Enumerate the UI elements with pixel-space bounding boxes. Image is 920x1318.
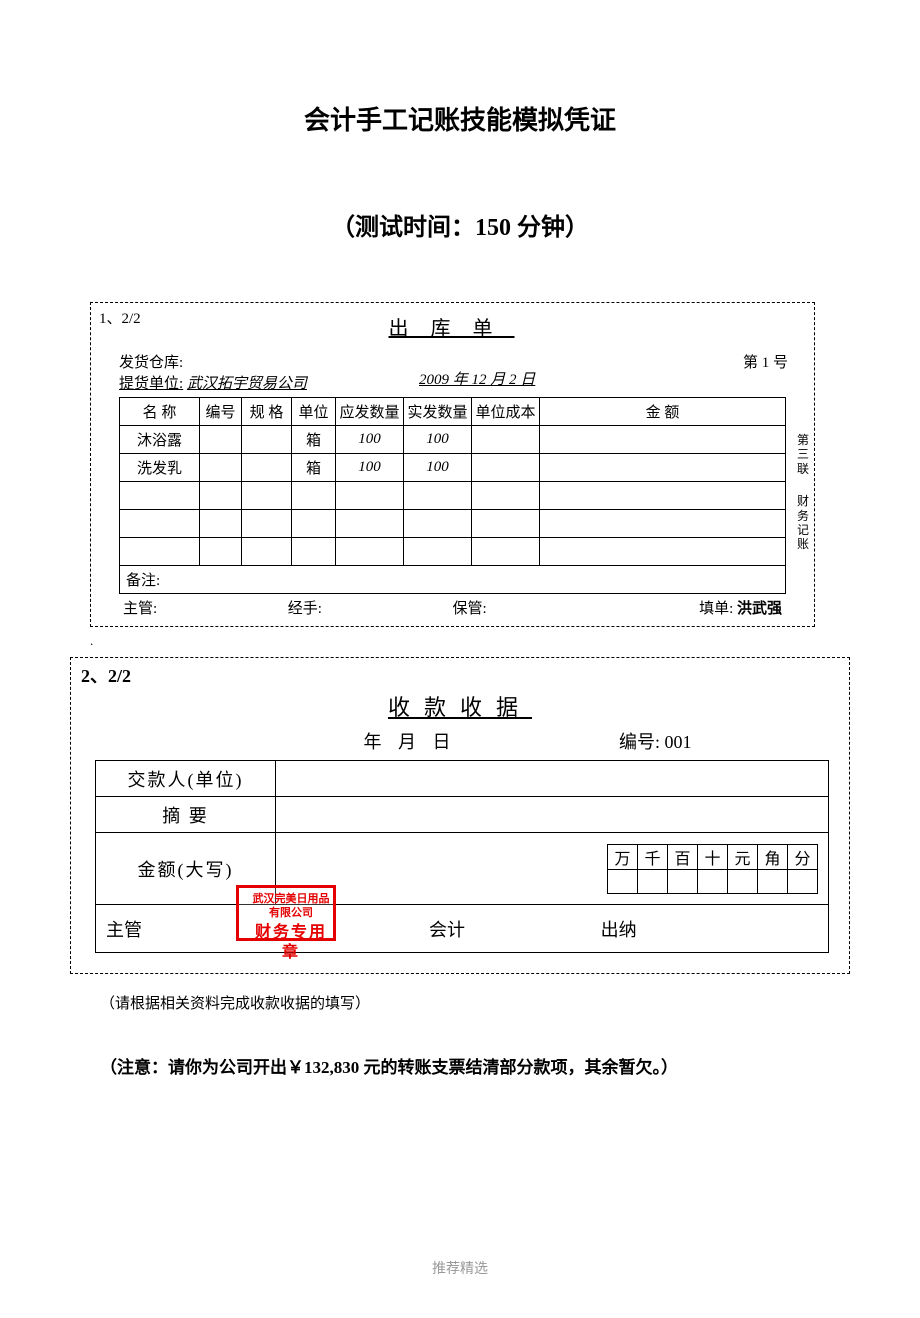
pickup-value: 武汉拓宇贸易公司 — [187, 376, 307, 392]
delivery-form: 1、2/2 出库单 发货仓库: 提货单位: 武汉拓宇贸易公司 2009 年 12… — [90, 302, 815, 627]
delivery-table: 名 称 编号 规 格 单位 应发数量 实发数量 单位成本 金 额 沐浴露 箱 1… — [119, 397, 786, 566]
form2-page: 2、2/2 — [81, 662, 839, 688]
stamp-line2: 财务专用章 — [249, 923, 333, 965]
finance-stamp: 武汉完美日用品有限公司 财务专用章 — [236, 885, 336, 941]
cell: 100 — [336, 426, 404, 454]
col-name: 名 称 — [120, 398, 200, 426]
sub-title: （测试时间：150 分钟） — [70, 207, 850, 242]
row-summary: 摘 要 — [96, 797, 276, 833]
cell: 沐浴露 — [120, 426, 200, 454]
form2-date: 年 月 日 — [81, 728, 619, 754]
col-unit: 单位 — [292, 398, 336, 426]
warehouse-label: 发货仓库: — [119, 355, 183, 371]
cell: 箱 — [292, 454, 336, 482]
unit: 万 — [608, 844, 638, 869]
table-row — [120, 482, 786, 510]
sidebar-bot: 财务记账 — [796, 494, 810, 552]
sign-td-val: 洪武强 — [737, 601, 782, 617]
receipt-table: 交款人(单位) 摘 要 金额(大写) 万 千 百 十 元 角 分 — [95, 760, 829, 905]
unit: 分 — [788, 844, 818, 869]
unit: 十 — [698, 844, 728, 869]
sign2-cn: 出纳 — [561, 916, 828, 942]
stamp-line1: 武汉完美日用品有限公司 — [249, 892, 333, 921]
sidebar-top: 第三联 — [796, 433, 810, 476]
col-no: 编号 — [200, 398, 242, 426]
col-amount: 金 额 — [540, 398, 786, 426]
money-units: 万 千 百 十 元 角 分 — [607, 844, 818, 894]
col-plan: 应发数量 — [336, 398, 404, 426]
unit: 百 — [668, 844, 698, 869]
col-real: 实发数量 — [404, 398, 472, 426]
table-row — [120, 510, 786, 538]
form2-signatures: 主管 会计 出纳 武汉完美日用品有限公司 财务专用章 — [95, 905, 829, 953]
pickup-label: 提货单位: — [119, 376, 183, 392]
form2-number: 编号: 001 — [619, 728, 799, 754]
receipt-form: 2、2/2 收款收据 年 月 日 编号: 001 交款人(单位) 摘 要 金额(… — [70, 657, 850, 974]
cell: 100 — [404, 454, 472, 482]
sign-td: 填单: — [699, 601, 733, 617]
sign-js: 经手: — [288, 597, 453, 618]
table-row: 洗发乳 箱 100 100 — [120, 454, 786, 482]
sign2-kj: 会计 — [333, 916, 560, 942]
row-payer: 交款人(单位) — [96, 761, 276, 797]
form1-number: 第 1 号 — [676, 351, 788, 372]
table-row — [120, 538, 786, 566]
remark: 备注: — [119, 566, 786, 594]
dot: . — [90, 633, 850, 649]
sign-zg: 主管: — [123, 597, 288, 618]
form2-title: 收款收据 — [81, 690, 839, 722]
main-title: 会计手工记账技能模拟凭证 — [70, 100, 850, 137]
cell: 100 — [404, 426, 472, 454]
cell: 洗发乳 — [120, 454, 200, 482]
note-attention: （注意：请你为公司开出￥132,830 元的转账支票结清部分款项，其余暂欠。） — [100, 1053, 850, 1078]
form1-signatures: 主管: 经手: 保管: 填单: 洪武强 — [119, 594, 786, 618]
unit: 角 — [758, 844, 788, 869]
form1-date: 2009 年 12 月 2 日 — [419, 368, 676, 389]
cell: 箱 — [292, 426, 336, 454]
note-instruction: （请根据相关资料完成收款收据的填写） — [100, 992, 850, 1013]
unit: 元 — [728, 844, 758, 869]
table-row: 沐浴露 箱 100 100 — [120, 426, 786, 454]
cell: 100 — [336, 454, 404, 482]
form1-title: 出库单 — [99, 312, 804, 341]
col-cost: 单位成本 — [472, 398, 540, 426]
col-spec: 规 格 — [242, 398, 292, 426]
footer: 推荐精选 — [70, 1258, 850, 1278]
unit: 千 — [638, 844, 668, 869]
copy-label: 第三联 财务记账 — [796, 433, 810, 552]
sign-bg: 保管: — [453, 597, 618, 618]
